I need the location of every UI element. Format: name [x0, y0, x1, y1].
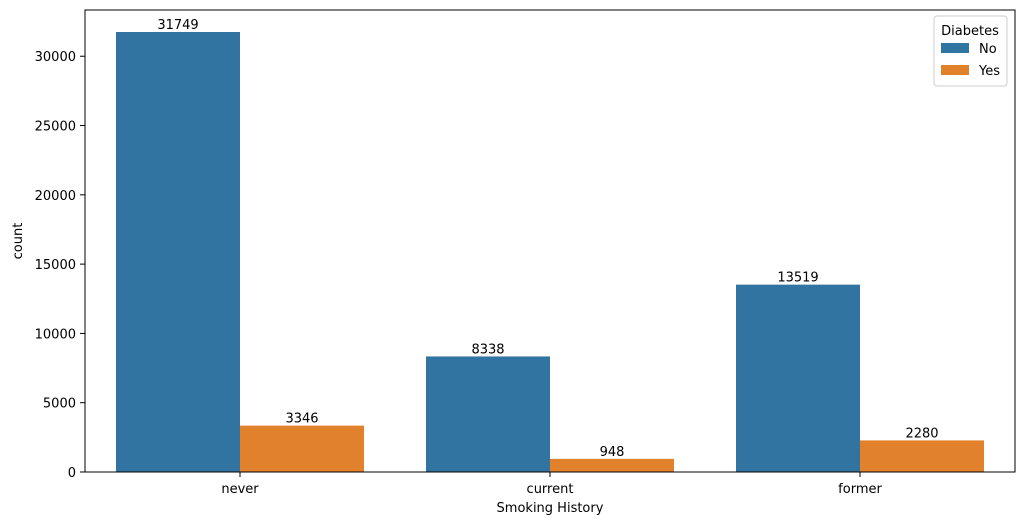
bar-current-yes — [550, 458, 674, 472]
bar-current-no — [426, 356, 550, 472]
data-label-never-yes: 3346 — [285, 412, 318, 427]
y-axis: 0 5000 10000 15000 20000 25000 30000 — [35, 50, 85, 481]
y-tick-label-5000: 5000 — [43, 397, 76, 412]
legend-swatch-yes — [941, 65, 969, 75]
bar-never-yes — [240, 425, 364, 472]
y-tick-label-25000: 25000 — [35, 120, 76, 135]
x-tick-label-never: never — [221, 482, 259, 497]
legend-label-no: No — [979, 42, 997, 57]
data-label-never-no: 31749 — [157, 18, 198, 33]
x-axis-label: Smoking History — [497, 501, 604, 516]
data-label-former-yes: 2280 — [905, 426, 938, 441]
y-tick-label-30000: 30000 — [35, 50, 76, 65]
bars-group — [116, 31, 984, 473]
x-axis: never current former — [221, 472, 882, 497]
bar-former-no — [736, 284, 860, 472]
legend-label-yes: Yes — [978, 64, 1000, 79]
x-tick-label-current: current — [527, 482, 574, 497]
legend-title: Diabetes — [941, 24, 999, 39]
data-label-current-no: 8338 — [471, 342, 504, 357]
y-tick-label-20000: 20000 — [35, 189, 76, 204]
y-axis-label: count — [11, 223, 26, 260]
y-tick-label-15000: 15000 — [35, 258, 76, 273]
y-tick-label-0: 0 — [68, 466, 76, 481]
bar-former-yes — [860, 440, 984, 472]
x-tick-label-former: former — [838, 482, 882, 497]
legend-swatch-no — [941, 43, 969, 53]
y-tick-label-10000: 10000 — [35, 327, 76, 342]
legend: Diabetes No Yes — [933, 15, 1008, 87]
plot-frame — [84, 9, 1016, 473]
bar-never-no — [116, 31, 240, 473]
data-label-current-yes: 948 — [600, 445, 625, 460]
data-labels-group: 31749 3346 8338 948 13519 2280 — [157, 18, 938, 460]
data-label-former-no: 13519 — [777, 271, 818, 286]
